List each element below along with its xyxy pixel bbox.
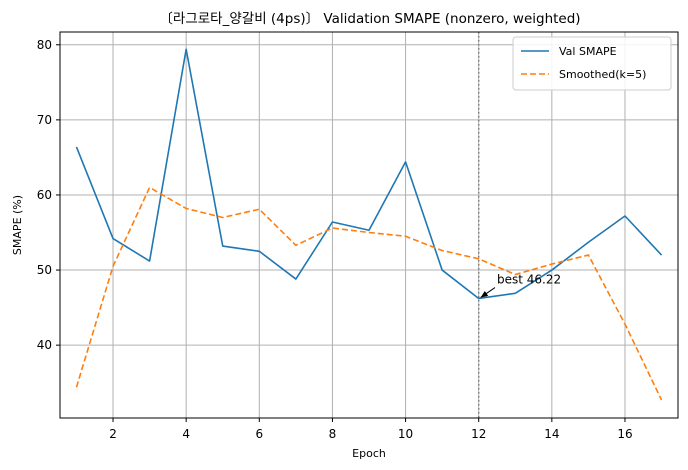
legend: Val SMAPE Smoothed(k=5) [512,36,672,91]
annotation-arrow-head [480,290,489,298]
y-axis-ticks: 40 50 60 70 80 [37,38,60,352]
y-tick-label: 40 [37,338,52,352]
y-tick-label: 50 [37,263,52,277]
legend-box [512,36,672,91]
annotation: best 46.22 [480,273,561,298]
y-tick-label: 80 [37,38,52,52]
series-line-val-smape [75,48,663,300]
plot-area-frame [59,31,679,419]
y-axis-label: SMAPE (%) [11,195,24,255]
grid [60,32,678,418]
x-tick-label: 2 [109,427,117,441]
x-tick-label: 4 [182,427,190,441]
chart-title: 〔라그로타_양갈비 (4ps)〕 Validation SMAPE (nonze… [159,11,580,27]
x-tick-label: 6 [255,427,263,441]
x-tick-label: 14 [544,427,559,441]
legend-label: Val SMAPE [559,45,617,58]
x-axis-ticks: 2 4 6 8 10 12 14 16 [109,418,633,441]
series [75,48,663,401]
legend-label: Smoothed(k=5) [559,68,646,81]
y-tick-label: 60 [37,188,52,202]
x-tick-label: 16 [617,427,632,441]
annotation-label: best 46.22 [497,273,561,287]
x-tick-label: 8 [329,427,337,441]
series-line-smoothed-k-5 [75,186,663,401]
x-tick-label: 10 [398,427,413,441]
x-axis-label: Epoch [352,447,386,460]
y-tick-label: 70 [37,113,52,127]
x-tick-label: 12 [471,427,486,441]
